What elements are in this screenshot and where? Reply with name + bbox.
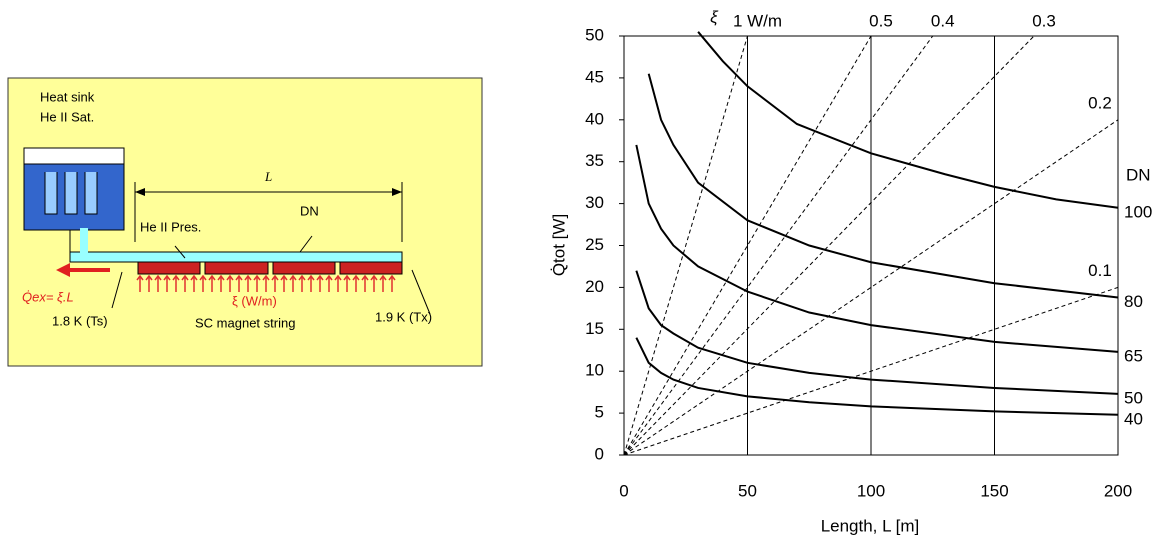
heat-arrow (190, 274, 198, 292)
diagram: Heat sink He II Sat. He II Pres. DN L Q̇… (7, 77, 483, 367)
heat-arrow (154, 274, 162, 292)
dn-label: 50 (1124, 388, 1143, 407)
y-tick-label: 40 (585, 109, 604, 128)
heat-arrow (199, 274, 207, 292)
heat-arrows (136, 274, 396, 292)
magnets (137, 261, 403, 275)
label: He II Pres. (140, 219, 201, 234)
y-axis-label: Q̇tot [W] (549, 214, 568, 276)
y-tick-label: 5 (595, 403, 604, 422)
heat-arrow (208, 274, 216, 292)
y-tick-label: 45 (585, 67, 604, 86)
label: DN (300, 203, 319, 218)
heat-arrow (244, 274, 252, 292)
y-tick-label: 0 (595, 444, 604, 463)
label: SC magnet string (195, 315, 295, 330)
dn-curve (697, 31, 1119, 209)
xi-label: 0.4 (931, 11, 955, 30)
dn-curve (647, 73, 1119, 299)
heat-arrow (172, 274, 180, 292)
xi-label: 0.5 (869, 11, 893, 30)
xi-label: 0.2 (1088, 93, 1112, 112)
heat-arrow (145, 274, 153, 292)
heat-arrow (343, 274, 351, 292)
dn-curve (635, 270, 1119, 395)
heat-exchanger (44, 172, 98, 215)
leaders (111, 235, 431, 315)
heat-arrow (370, 274, 378, 292)
x-axis-label: Length, L [m] (821, 516, 920, 535)
heat-arrow (226, 274, 234, 292)
heat-arrow (379, 274, 387, 292)
xi-symbol: ξ (710, 7, 719, 26)
dn-label: 40 (1124, 409, 1143, 428)
heat-arrow (388, 274, 396, 292)
x-tick-label: 150 (980, 481, 1008, 500)
heat-arrow (217, 274, 225, 292)
xi-line (623, 35, 934, 456)
x-tick-label: 50 (738, 481, 757, 500)
dn-label: 80 (1124, 292, 1143, 311)
y-tick-label: 30 (585, 193, 604, 212)
reservoir-top (23, 147, 125, 165)
label: Q̇ex= ξ.L (22, 289, 74, 304)
dn-curve (635, 337, 1119, 416)
pipe (69, 230, 403, 263)
dn-label: 65 (1124, 346, 1143, 365)
heat-arrow (181, 274, 189, 292)
heat-arrow (352, 274, 360, 292)
heat-arrow (280, 274, 288, 292)
label: Heat sink (40, 89, 95, 104)
xi-label: 0.3 (1032, 11, 1056, 30)
heat-arrow (253, 274, 261, 292)
dn-curve (635, 144, 1119, 353)
y-tick-label: 20 (585, 277, 604, 296)
heat-arrow (235, 274, 243, 292)
heat-arrow (289, 274, 297, 292)
y-tick-label: 10 (585, 361, 604, 380)
heat-arrow (316, 274, 324, 292)
dn-title: DN (1126, 165, 1151, 184)
heat-arrow (262, 274, 270, 292)
label: He II Sat. (40, 109, 94, 124)
x-tick-label: 200 (1104, 481, 1132, 500)
heat-arrow (163, 274, 171, 292)
out-arrow (56, 263, 110, 277)
label: 1.8 K (Ts) (52, 313, 108, 328)
chart: Length, L [m] Q̇tot [W] 0 50 100 150 200 0 5 10… (549, 7, 1152, 535)
heat-arrow (271, 274, 279, 292)
dn-label: 100 (1124, 202, 1152, 221)
x-tick-label: 100 (857, 481, 885, 500)
heat-arrow (361, 274, 369, 292)
heat-arrow (298, 274, 306, 292)
y-tick-label: 15 (585, 319, 604, 338)
y-tick-label: 35 (585, 151, 604, 170)
y-tick-label: 50 (585, 25, 604, 44)
xi-label: 1 W/m (733, 11, 782, 30)
heat-arrow (307, 274, 315, 292)
xi-line (623, 35, 748, 456)
heat-arrow (334, 274, 342, 292)
heat-arrow (136, 274, 144, 292)
xi-label: 0.1 (1088, 261, 1112, 280)
heat-arrow (325, 274, 333, 292)
label: L (264, 169, 272, 184)
label: ξ (W/m) (232, 293, 277, 308)
label: 1.9 K (Tx) (375, 309, 432, 324)
y-tick-label: 25 (585, 235, 604, 254)
xi-line (623, 119, 1119, 456)
pipe-joint (80, 228, 88, 254)
x-tick-label: 0 (619, 481, 628, 500)
xi-line (623, 286, 1119, 456)
